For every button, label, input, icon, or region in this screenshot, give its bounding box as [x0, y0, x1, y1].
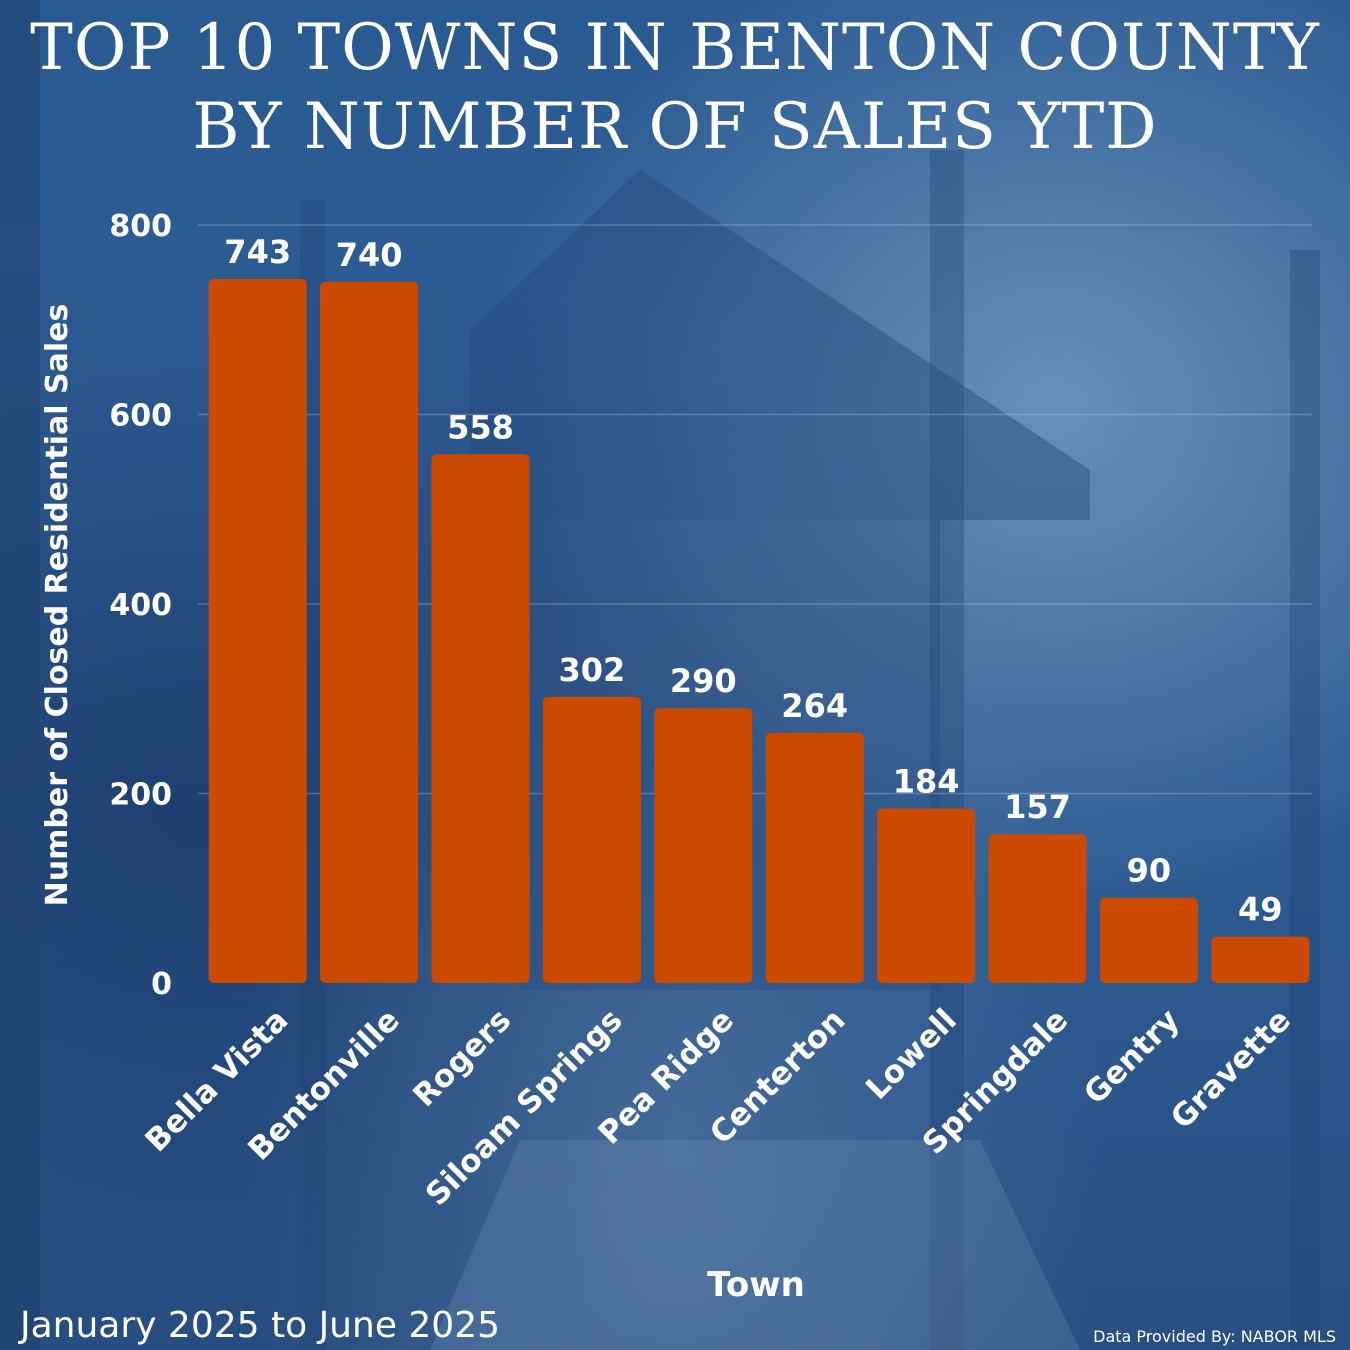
y-tick-label: 400 [109, 588, 172, 623]
data-labels: 743 740 558 302 290 264 184 157 90 49 [224, 233, 1282, 929]
x-tick-label: Lowell [859, 1002, 964, 1107]
bar [542, 696, 641, 983]
data-label: 264 [781, 687, 848, 725]
bar [877, 808, 976, 983]
y-axis-label: Number of Closed Residential Sales [40, 303, 75, 907]
y-tick-label: 800 [109, 209, 172, 244]
x-axis-label: Town [707, 1265, 805, 1305]
bar [765, 732, 864, 983]
data-label: 558 [447, 408, 514, 446]
data-label: 157 [1004, 788, 1071, 826]
data-label: 743 [224, 233, 291, 271]
bar [431, 454, 530, 983]
data-label: 90 [1127, 852, 1172, 890]
y-tick-label: 600 [109, 399, 172, 434]
x-tick-label: Rogers [406, 1002, 518, 1114]
chart-title-line-1: TOP 10 TOWNS IN BENTON COUNTY [30, 11, 1320, 85]
x-tick-label: Siloam Springs [419, 1002, 630, 1213]
data-label: 290 [670, 662, 737, 700]
y-tick-labels: 0 200 400 600 800 [109, 209, 172, 1002]
bar [320, 281, 419, 984]
bar [208, 279, 307, 983]
date-range-text: January 2025 to June 2025 [20, 1305, 501, 1346]
y-tick-label: 200 [109, 778, 172, 813]
bar [1211, 936, 1310, 983]
data-label: 740 [336, 236, 403, 274]
bar [988, 834, 1087, 983]
data-label: 302 [559, 651, 626, 689]
x-tick-label: Gravette [1164, 1002, 1298, 1136]
y-tick-label: 0 [151, 967, 172, 1002]
chart-title-line-2: BY NUMBER OF SALES YTD [192, 90, 1158, 164]
x-tick-label: Gentry [1077, 1002, 1187, 1112]
data-label: 49 [1238, 891, 1283, 929]
bar [1099, 897, 1198, 983]
data-source-note: Data Provided By: NABOR MLS [1093, 1327, 1336, 1346]
data-label: 184 [893, 763, 960, 801]
bars [208, 279, 1310, 984]
bar [654, 708, 753, 983]
